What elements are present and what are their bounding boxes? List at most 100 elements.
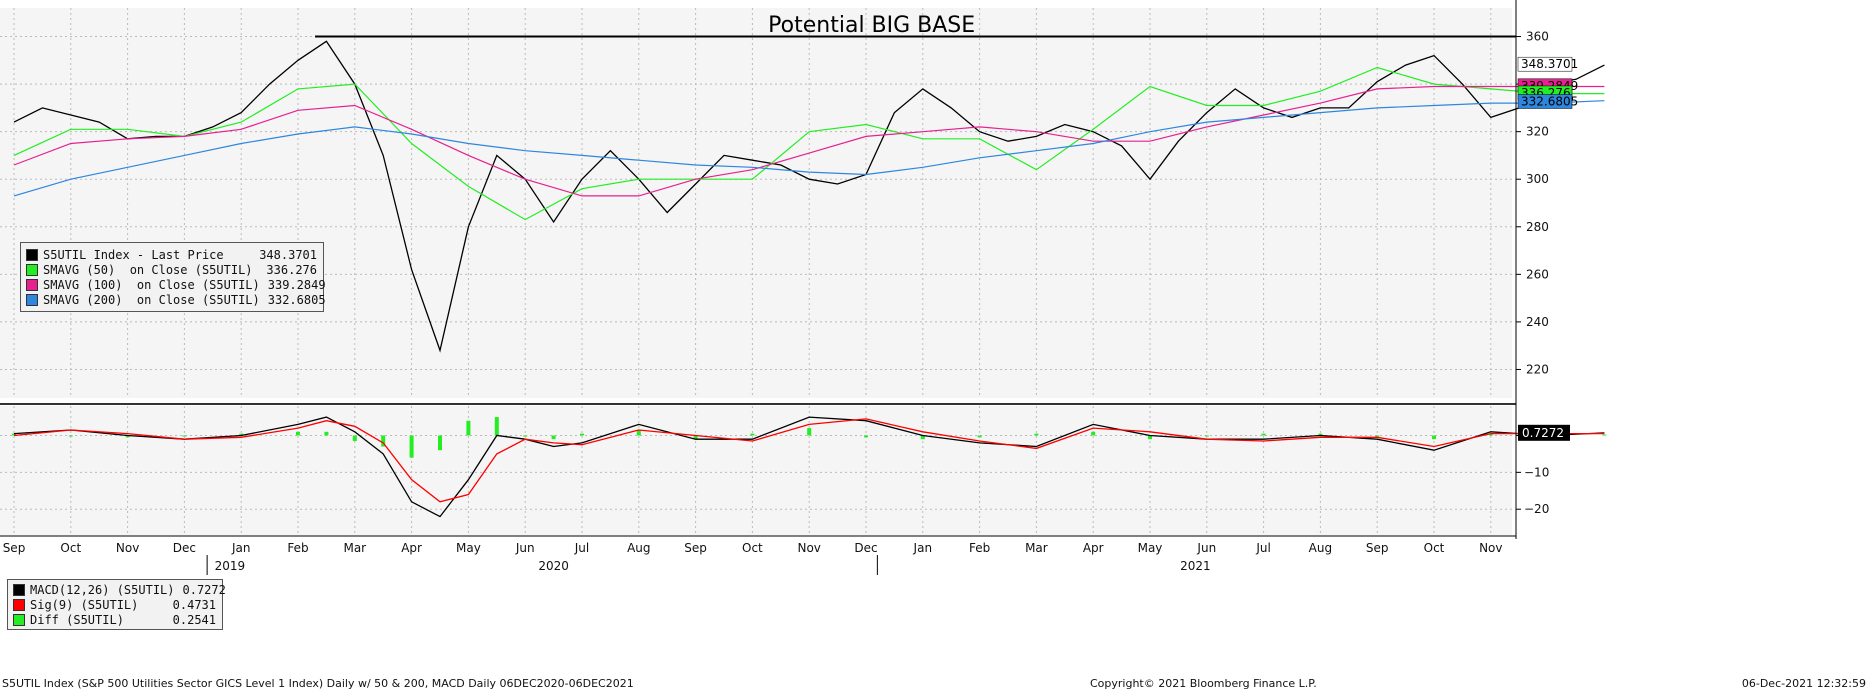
month-tick-label: Mar bbox=[1025, 541, 1048, 555]
price-tag-box bbox=[1517, 94, 1573, 109]
y-tick-label-main: 300 bbox=[1526, 172, 1549, 186]
y-tick-label-main: 280 bbox=[1526, 220, 1549, 234]
month-tick-label: Jun bbox=[515, 541, 535, 555]
diff-bar bbox=[409, 435, 414, 458]
month-tick-label: May bbox=[1138, 541, 1163, 555]
diff-bar bbox=[1261, 433, 1266, 436]
month-tick-label: Sep bbox=[1366, 541, 1389, 555]
legend-swatch bbox=[13, 598, 25, 611]
month-tick-label: Feb bbox=[287, 541, 308, 555]
chart-title: Potential BIG BASE bbox=[768, 13, 975, 38]
diff-bar bbox=[324, 431, 329, 436]
month-tick-label: Aug bbox=[1309, 541, 1332, 555]
month-tick-label: Dec bbox=[173, 541, 196, 555]
diff-bar bbox=[920, 435, 925, 440]
diff-bar bbox=[296, 431, 300, 436]
legend-value: 0.2541 bbox=[172, 612, 216, 627]
y-tick-label-main: 360 bbox=[1526, 30, 1549, 44]
month-tick-label: Apr bbox=[401, 541, 422, 555]
month-tick-label: Sep bbox=[684, 541, 707, 555]
month-tick-label: Nov bbox=[1479, 541, 1502, 555]
y-tick-label-main: 220 bbox=[1526, 362, 1549, 376]
macd-tag-box bbox=[1518, 424, 1570, 441]
diff-bar bbox=[750, 433, 755, 436]
y-tick-label-main: 240 bbox=[1526, 315, 1549, 329]
legend-label: Diff (S5UTIL) bbox=[30, 612, 124, 627]
price-tag-label: 332.6805 bbox=[1521, 95, 1578, 109]
footer-timestamp: 06-Dec-2021 12:32:59 bbox=[1741, 677, 1866, 690]
month-tick-label: Feb bbox=[969, 541, 990, 555]
legend-label: S5UTIL Index - Last Price bbox=[43, 247, 224, 262]
legend-swatch bbox=[26, 278, 38, 291]
footer-left: S5UTIL Index (S&P 500 Utilities Sector G… bbox=[2, 677, 634, 690]
legend-label: Sig(9) (S5UTIL) bbox=[30, 597, 139, 612]
year-label: 2019 bbox=[215, 559, 246, 573]
year-label: 2020 bbox=[538, 559, 569, 573]
legend-label: MACD(12,26) (S5UTIL) bbox=[30, 582, 175, 597]
month-tick-label: Jan bbox=[231, 541, 251, 555]
month-tick-label: Nov bbox=[116, 541, 139, 555]
month-tick-label: Jul bbox=[574, 541, 589, 555]
month-tick-label: Jul bbox=[1255, 541, 1270, 555]
diff-bar bbox=[182, 435, 187, 437]
legend-swatch bbox=[13, 583, 25, 596]
month-tick-label: Jan bbox=[913, 541, 933, 555]
month-tick-label: Apr bbox=[1083, 541, 1104, 555]
month-tick-label: Oct bbox=[742, 541, 763, 555]
month-tick-label: Nov bbox=[797, 541, 820, 555]
macd-panel-bg bbox=[0, 406, 1512, 535]
diff-bar bbox=[239, 433, 244, 436]
macd-line-0 bbox=[13, 416, 1605, 518]
legend-swatch bbox=[26, 293, 38, 306]
legend-swatch bbox=[13, 613, 25, 626]
month-tick-label: Dec bbox=[854, 541, 877, 555]
main-legend: S5UTIL Index - Last Price 348.3701 SMAVG (… bbox=[20, 242, 326, 312]
diff-bar bbox=[1488, 433, 1493, 436]
grid bbox=[0, 8, 1516, 535]
series-line-2 bbox=[13, 85, 1605, 197]
legend-value: 339.2849 bbox=[267, 277, 326, 292]
diff-bar bbox=[977, 435, 982, 438]
legend-row: Diff (S5UTIL) 0.2541 bbox=[10, 612, 220, 627]
legend-row: Sig(9) (S5UTIL) 0.4731 bbox=[10, 597, 220, 612]
legend-row: MACD(12,26) (S5UTIL) 0.7272 bbox=[10, 582, 226, 597]
diff-bar bbox=[494, 417, 499, 436]
diff-bar bbox=[466, 420, 471, 436]
main-panel-bg bbox=[0, 8, 1512, 398]
diff-bar bbox=[580, 433, 584, 436]
y-tick-label-main: 260 bbox=[1526, 267, 1549, 281]
month-tick-label: Oct bbox=[60, 541, 81, 555]
month-tick-label: May bbox=[456, 541, 481, 555]
diff-bar bbox=[1432, 435, 1436, 440]
diff-bar bbox=[1204, 435, 1209, 437]
legend-label: SMAVG (100) on Close (S5UTIL) bbox=[43, 277, 260, 292]
series-line-0 bbox=[13, 40, 1605, 353]
legend-label: SMAVG (50) on Close (S5UTIL) bbox=[43, 262, 253, 277]
diff-bar bbox=[1148, 435, 1152, 440]
footer-copyright: Copyright© 2021 Bloomberg Finance L.P. bbox=[1090, 677, 1317, 690]
month-tick-label: Jun bbox=[1196, 541, 1216, 555]
legend-swatch bbox=[26, 248, 38, 261]
legend-row: SMAVG (50) on Close (S5UTIL) 336.276 bbox=[23, 262, 321, 277]
y-tick-label-main: 320 bbox=[1526, 125, 1549, 139]
legend-row: SMAVG (100) on Close (S5UTIL) 339.2849 bbox=[23, 277, 326, 292]
legend-row: S5UTIL Index - Last Price 348.3701 bbox=[23, 247, 321, 262]
axis-group: Sep Oct Nov Dec Jan Feb Mar Apr May Jun Jul Aug Sep O… bbox=[0, 0, 1578, 575]
diff-bar bbox=[636, 429, 641, 436]
diff-bar bbox=[438, 435, 442, 451]
month-tick-label: Aug bbox=[627, 541, 650, 555]
diff-bar bbox=[807, 428, 812, 436]
diff-bar bbox=[1034, 433, 1039, 436]
diff-bar bbox=[1602, 434, 1607, 436]
legend-label: SMAVG (200) on Close (S5UTIL) bbox=[43, 292, 260, 307]
legend-value: 0.4731 bbox=[172, 597, 216, 612]
legend-value: 336.276 bbox=[266, 262, 317, 277]
diff-bar bbox=[523, 435, 528, 437]
legend-swatch bbox=[26, 263, 38, 276]
diff-bar bbox=[381, 435, 386, 447]
macd-legend: MACD(12,26) (S5UTIL) 0.7272 Sig(9) (S5UTIL… bbox=[7, 579, 226, 630]
month-tick-label: Oct bbox=[1424, 541, 1445, 555]
series-line-1 bbox=[13, 66, 1605, 221]
